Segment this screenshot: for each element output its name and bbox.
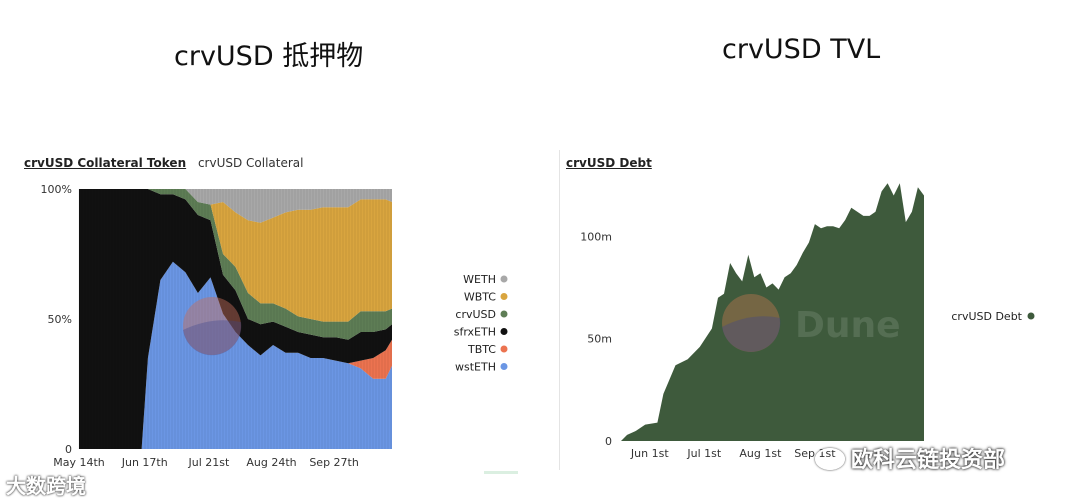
y-tick-label: 50m bbox=[587, 333, 612, 346]
legend-dot bbox=[500, 345, 508, 353]
wechat-icon bbox=[815, 448, 845, 470]
y-tick-label: 100m bbox=[580, 230, 612, 243]
watermark-right-text: 欧科云链投资部 bbox=[851, 448, 1006, 473]
legend-label: TBTC bbox=[467, 343, 496, 356]
legend-label: WBTC bbox=[464, 291, 496, 304]
x-tick-label: Jul 21st bbox=[187, 456, 229, 469]
right-page-title: crvUSD TVL bbox=[722, 34, 881, 65]
tab-crvusd-debt[interactable]: crvUSD Debt bbox=[566, 156, 652, 170]
watermark-right: 欧科云链投资部 bbox=[815, 442, 1005, 474]
x-tick-label: May 14th bbox=[53, 456, 105, 469]
collateral-chart: 0 50% 100% May 14th Jun 17th Jul 21st Aug 24th… bbox=[41, 183, 508, 469]
dune-logo-icon bbox=[183, 297, 241, 355]
legend-label: sfrxETH bbox=[454, 326, 496, 339]
x-tick-label: Aug 1st bbox=[739, 447, 782, 460]
dune-logo-icon bbox=[722, 294, 780, 352]
x-tick-label: Aug 24th bbox=[246, 456, 296, 469]
area-wbtc bbox=[79, 189, 392, 322]
debt-tabs: crvUSD Debt bbox=[566, 156, 652, 170]
dune-logo-shade bbox=[722, 316, 781, 352]
dune-logo-shade bbox=[183, 320, 242, 356]
watermark-left: 大数跨境 bbox=[6, 470, 86, 499]
legend-label: crvUSD Debt bbox=[951, 310, 1022, 323]
legend-dot bbox=[500, 310, 508, 318]
y-tick-label: 50% bbox=[48, 313, 72, 326]
area-wsteth bbox=[79, 261, 392, 449]
bottom-marker bbox=[484, 471, 518, 474]
legend-dot bbox=[500, 275, 508, 283]
collateral-tabs: crvUSD Collateral Token crvUSD Collatera… bbox=[24, 156, 304, 170]
legend-dot bbox=[500, 328, 508, 335]
x-tick-label: Jun 1st bbox=[630, 447, 669, 460]
tab-collateral[interactable]: crvUSD Collateral bbox=[197, 156, 304, 170]
watermark-left-text: 大数跨境 bbox=[6, 474, 86, 498]
x-tick-label: Jun 17th bbox=[121, 456, 168, 469]
x-tick-label: Sep 27th bbox=[309, 456, 359, 469]
area-crvusd bbox=[79, 189, 392, 340]
left-page-title: crvUSD 抵押物 bbox=[174, 41, 364, 72]
legend-dot bbox=[500, 293, 508, 300]
legend-dot bbox=[1027, 312, 1035, 320]
y-tick-label: 0 bbox=[605, 435, 612, 448]
tab-collateral-token[interactable]: crvUSD Collateral Token bbox=[24, 156, 187, 170]
legend-label: crvUSD bbox=[455, 308, 496, 321]
x-tick-label: Jul 1st bbox=[686, 447, 721, 460]
area-sfrxeth bbox=[79, 189, 392, 449]
legend-label: wstETH bbox=[455, 361, 496, 374]
y-tick-label: 100% bbox=[41, 183, 72, 196]
dune-wordmark: Dune bbox=[795, 305, 901, 346]
area-crvusd-debt bbox=[621, 183, 924, 441]
legend-dot bbox=[500, 363, 508, 370]
legend-label: WETH bbox=[463, 273, 496, 286]
panel-divider bbox=[559, 150, 560, 470]
area-weth bbox=[79, 189, 392, 223]
y-tick-label: 0 bbox=[65, 443, 72, 456]
